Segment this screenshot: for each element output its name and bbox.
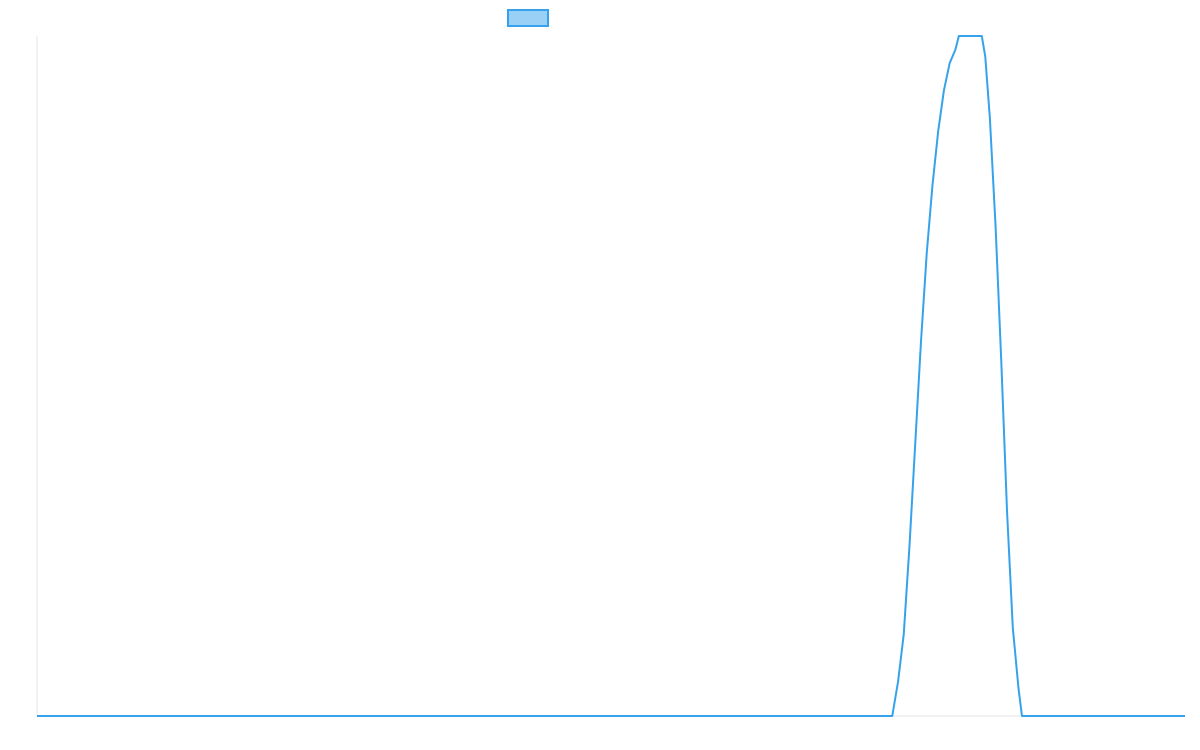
data-point[interactable]	[1019, 713, 1025, 719]
data-point[interactable]	[935, 128, 941, 134]
data-point[interactable]	[895, 679, 901, 685]
data-point[interactable]	[34, 713, 40, 719]
data-point[interactable]	[889, 713, 895, 719]
series-line-0[interactable]	[37, 35, 1185, 717]
data-point[interactable]	[912, 441, 918, 447]
data-point[interactable]	[941, 87, 947, 93]
data-point[interactable]	[1004, 509, 1010, 515]
data-point[interactable]	[1182, 713, 1188, 719]
data-point[interactable]	[918, 339, 924, 345]
data-point[interactable]	[947, 60, 953, 66]
data-point[interactable]	[993, 223, 999, 229]
data-point[interactable]	[906, 543, 912, 549]
data-point[interactable]	[956, 33, 962, 39]
data-point[interactable]	[979, 33, 985, 39]
data-point[interactable]	[1016, 686, 1022, 692]
data-point[interactable]	[1010, 625, 1016, 631]
data-point[interactable]	[901, 631, 907, 637]
data-point[interactable]	[929, 183, 935, 189]
legend[interactable]	[507, 9, 549, 27]
data-point[interactable]	[924, 251, 930, 257]
data-point[interactable]	[982, 53, 988, 59]
data-point[interactable]	[952, 47, 958, 53]
data-point[interactable]	[987, 115, 993, 121]
series-layer	[34, 33, 1188, 719]
legend-swatch[interactable]	[507, 9, 549, 27]
data-point[interactable]	[998, 359, 1004, 365]
